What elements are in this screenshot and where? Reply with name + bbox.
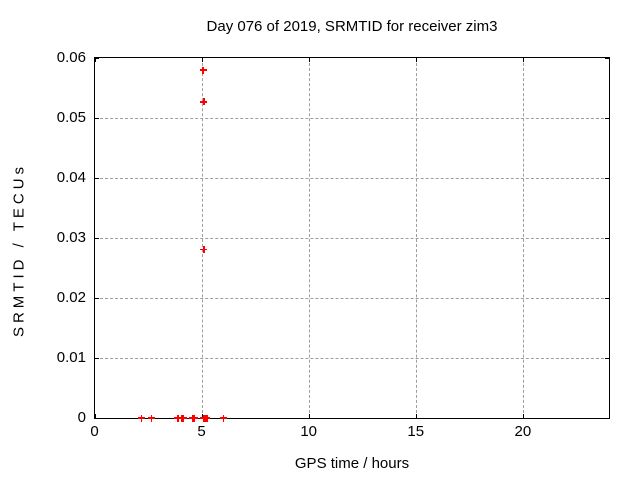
- x-tick-label: 5: [197, 423, 206, 440]
- y-tick-mark: [95, 358, 99, 359]
- x-tick-label: 10: [300, 423, 317, 440]
- plot-area: [94, 57, 610, 422]
- y-tick-mark: [605, 298, 609, 299]
- x-tick-label: 15: [407, 423, 425, 440]
- y-tick-mark: [95, 58, 99, 59]
- x-tick-mark: [416, 58, 418, 62]
- x-tick-mark: [202, 414, 204, 418]
- data-point-marker: [179, 414, 187, 422]
- data-point-marker: [147, 414, 155, 422]
- y-tick-mark: [95, 298, 99, 299]
- y-tick-mark: [605, 418, 609, 419]
- x-tick-mark: [95, 414, 96, 418]
- y-tick-mark: [605, 358, 609, 359]
- grid-line-horizontal: [95, 298, 609, 299]
- y-tick-label: 0.01: [56, 348, 86, 366]
- x-tick-mark: [416, 414, 418, 418]
- y-tick-label: 0: [77, 408, 86, 426]
- x-tick-mark: [309, 414, 311, 418]
- data-point-marker: [220, 414, 228, 422]
- data-point-marker: [175, 414, 183, 422]
- y-tick-label: 0.05: [56, 108, 86, 126]
- y-tick-label: 0.03: [56, 228, 86, 246]
- y-tick-mark: [605, 58, 609, 59]
- y-axis-title: SRMTID / TECUs: [10, 162, 28, 338]
- grid-line-horizontal: [95, 358, 609, 359]
- x-tick-mark: [202, 58, 204, 62]
- y-tick-mark: [95, 118, 99, 119]
- y-tick-label: 0.06: [56, 48, 86, 66]
- y-tick-mark: [605, 178, 609, 179]
- y-tick-mark: [95, 418, 99, 419]
- y-tick-label: 0.04: [56, 168, 86, 186]
- x-tick-mark: [95, 58, 96, 62]
- y-tick-mark: [605, 118, 609, 119]
- grid-line-horizontal: [95, 238, 609, 239]
- y-tick-mark: [605, 238, 609, 239]
- y-tick-label: 0.02: [56, 288, 86, 306]
- y-tick-mark: [95, 178, 99, 179]
- chart-title: Day 076 of 2019, SRMTID for receiver zim…: [206, 18, 498, 35]
- x-tick-label: 0: [90, 423, 99, 440]
- x-axis-title: GPS time / hours: [294, 455, 410, 472]
- x-tick-label: 20: [514, 423, 532, 440]
- x-tick-mark: [523, 414, 525, 418]
- data-point-marker: [200, 98, 208, 106]
- data-point-marker: [203, 414, 211, 422]
- grid-line-horizontal: [95, 118, 609, 119]
- grid-line-horizontal: [95, 178, 609, 179]
- y-tick-mark: [95, 238, 99, 239]
- x-tick-mark: [523, 58, 525, 62]
- data-point-marker: [199, 66, 207, 74]
- data-point-marker: [137, 414, 145, 422]
- data-point-marker: [200, 245, 208, 253]
- x-tick-mark: [309, 58, 311, 62]
- data-point-marker: [190, 414, 198, 422]
